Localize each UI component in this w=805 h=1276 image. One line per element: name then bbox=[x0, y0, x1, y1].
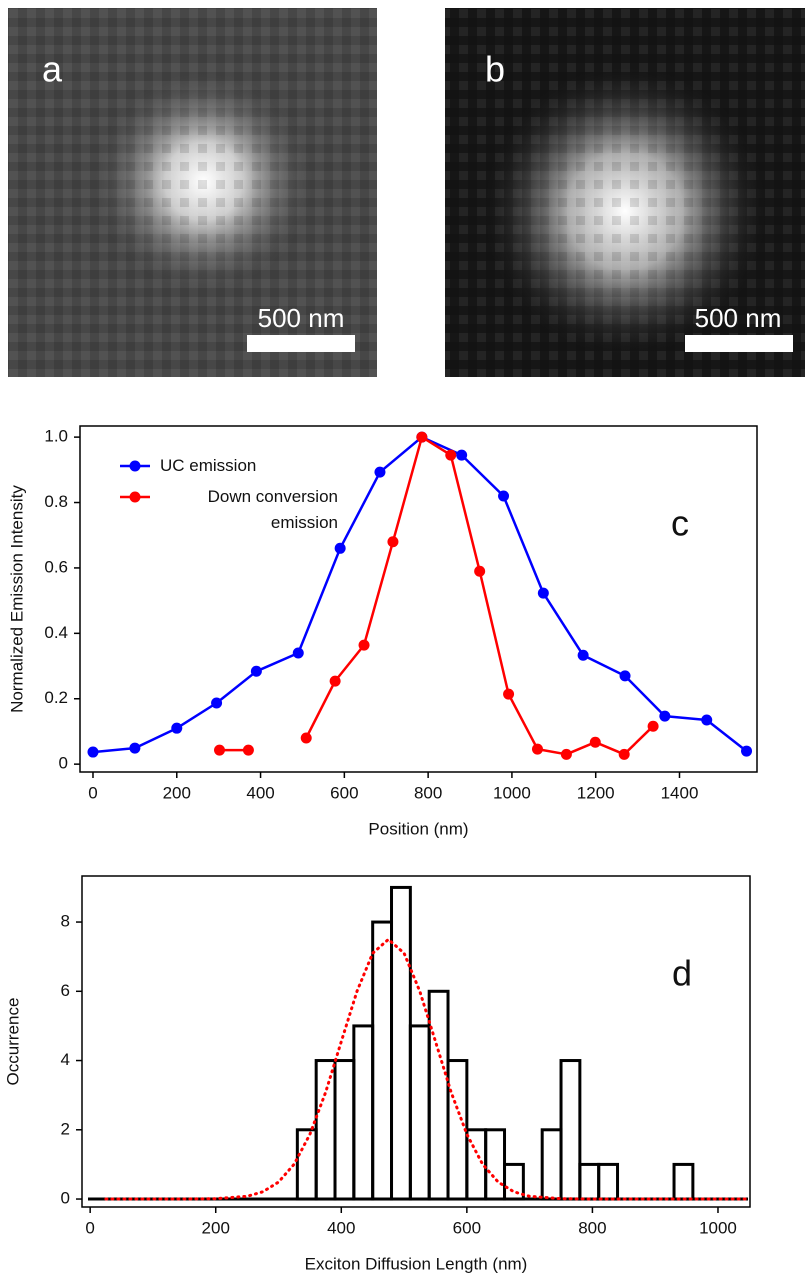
y-tick-label: 0.4 bbox=[44, 623, 68, 642]
marker bbox=[618, 748, 630, 760]
legend-label: UC emission bbox=[160, 456, 257, 475]
marker bbox=[292, 647, 304, 659]
y-tick-label: 0.6 bbox=[44, 557, 68, 576]
scale-bar bbox=[685, 335, 793, 352]
panel-label: d bbox=[672, 953, 692, 994]
x-tick-label: 1000 bbox=[699, 1218, 737, 1237]
x-tick-label: 200 bbox=[163, 783, 191, 802]
histogram-bar bbox=[314, 1059, 337, 1201]
histogram-bar bbox=[390, 885, 412, 1201]
y-tick-label: 4 bbox=[61, 1050, 70, 1069]
marker bbox=[503, 688, 515, 700]
histogram-bar bbox=[352, 1024, 375, 1201]
y-tick-label: 1.0 bbox=[44, 427, 68, 446]
marker bbox=[741, 745, 753, 757]
marker bbox=[537, 587, 549, 599]
legend-marker bbox=[129, 460, 141, 472]
marker bbox=[701, 714, 713, 726]
y-axis-label: Occurrence bbox=[3, 998, 22, 1086]
y-axis-label: Normalized Emission Intensity bbox=[7, 485, 26, 713]
histogram-bar bbox=[408, 1024, 431, 1201]
marker bbox=[560, 748, 572, 760]
marker bbox=[619, 670, 631, 682]
x-tick-label: 400 bbox=[246, 783, 274, 802]
y-tick-label: 2 bbox=[61, 1119, 70, 1138]
x-tick-label: 400 bbox=[327, 1218, 355, 1237]
legend-label: Down conversion emission bbox=[207, 487, 338, 532]
scale-bar-label: 500 nm bbox=[258, 303, 345, 333]
histogram-bar bbox=[597, 1162, 620, 1201]
marker bbox=[456, 449, 468, 461]
legend-entry: UC emission bbox=[160, 456, 257, 475]
x-tick-label: 600 bbox=[453, 1218, 481, 1237]
fit-curve bbox=[104, 937, 751, 1201]
legend-marker bbox=[129, 491, 141, 503]
marker bbox=[416, 431, 428, 443]
x-tick-label: 800 bbox=[578, 1218, 606, 1237]
x-tick-label: 200 bbox=[202, 1218, 230, 1237]
marker bbox=[242, 744, 254, 756]
y-tick-label: 6 bbox=[61, 981, 70, 1000]
x-tick-label: 0 bbox=[88, 783, 97, 802]
marker bbox=[171, 722, 183, 734]
plot-frame bbox=[81, 875, 751, 1208]
marker bbox=[387, 536, 399, 548]
marker bbox=[129, 742, 141, 754]
marker bbox=[214, 744, 226, 756]
histogram-bar bbox=[578, 1162, 601, 1201]
x-tick-label: 1200 bbox=[577, 783, 615, 802]
marker bbox=[374, 466, 386, 478]
marker bbox=[211, 697, 223, 709]
histogram-bar bbox=[559, 1059, 582, 1201]
image-label: a bbox=[42, 49, 63, 90]
image-b-pixels bbox=[445, 8, 805, 377]
image-a-pixels bbox=[8, 8, 377, 377]
marker bbox=[445, 449, 457, 461]
x-axis-label: Position (nm) bbox=[368, 819, 468, 838]
y-tick-label: 8 bbox=[61, 912, 70, 931]
marker bbox=[577, 649, 589, 661]
marker bbox=[498, 490, 510, 502]
histogram-bar bbox=[540, 1128, 563, 1201]
histogram-bar bbox=[503, 1162, 525, 1201]
panel-label: c bbox=[671, 503, 689, 544]
marker bbox=[358, 639, 370, 651]
legend-entry: Down conversion emission bbox=[207, 487, 338, 532]
marker bbox=[87, 746, 99, 758]
y-tick-label: 0.2 bbox=[44, 688, 68, 707]
y-tick-label: 0.8 bbox=[44, 492, 68, 511]
scale-bar-label: 500 nm bbox=[695, 303, 782, 333]
scale-bar bbox=[247, 335, 355, 352]
x-tick-label: 1400 bbox=[661, 783, 699, 802]
histogram-bar bbox=[333, 1059, 356, 1201]
histogram-bar bbox=[371, 920, 394, 1201]
marker bbox=[647, 720, 659, 732]
histogram-bar bbox=[484, 1128, 507, 1201]
x-tick-label: 1000 bbox=[493, 783, 531, 802]
marker bbox=[334, 542, 346, 554]
x-tick-label: 600 bbox=[330, 783, 358, 802]
marker bbox=[474, 565, 486, 577]
marker bbox=[589, 736, 601, 748]
x-tick-label: 800 bbox=[414, 783, 442, 802]
image-label: b bbox=[485, 49, 505, 90]
y-tick-label: 0 bbox=[59, 754, 68, 773]
marker bbox=[250, 665, 262, 677]
x-axis-label: Exciton Diffusion Length (nm) bbox=[305, 1254, 528, 1273]
marker bbox=[329, 675, 341, 687]
y-tick-label: 0 bbox=[61, 1189, 70, 1208]
marker bbox=[659, 710, 671, 722]
plot-frame bbox=[79, 425, 758, 773]
histogram-bar bbox=[427, 989, 450, 1201]
histogram-bar bbox=[672, 1162, 695, 1201]
marker bbox=[300, 732, 312, 744]
x-tick-label: 0 bbox=[85, 1218, 94, 1237]
marker bbox=[531, 743, 543, 755]
